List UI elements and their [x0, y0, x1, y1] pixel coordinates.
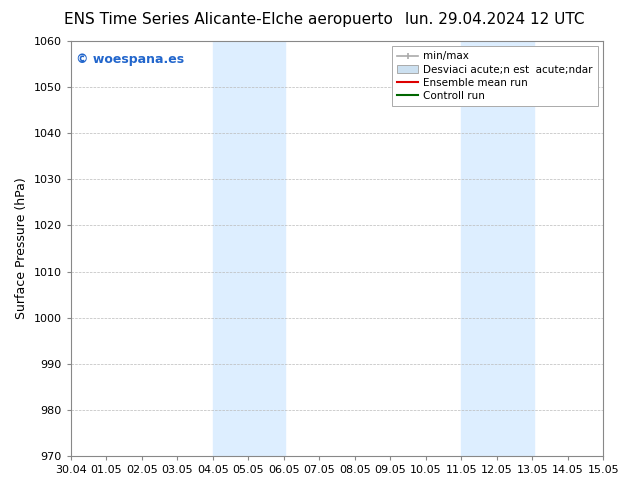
Text: © woespana.es: © woespana.es	[76, 53, 184, 67]
Legend: min/max, Desviaci acute;n est  acute;ndar, Ensemble mean run, Controll run: min/max, Desviaci acute;n est acute;ndar…	[392, 46, 598, 106]
Text: lun. 29.04.2024 12 UTC: lun. 29.04.2024 12 UTC	[404, 12, 585, 27]
Text: ENS Time Series Alicante-Elche aeropuerto: ENS Time Series Alicante-Elche aeropuert…	[64, 12, 392, 27]
Bar	[461, 41, 534, 456]
Bar	[212, 41, 285, 456]
Y-axis label: Surface Pressure (hPa): Surface Pressure (hPa)	[15, 178, 28, 319]
